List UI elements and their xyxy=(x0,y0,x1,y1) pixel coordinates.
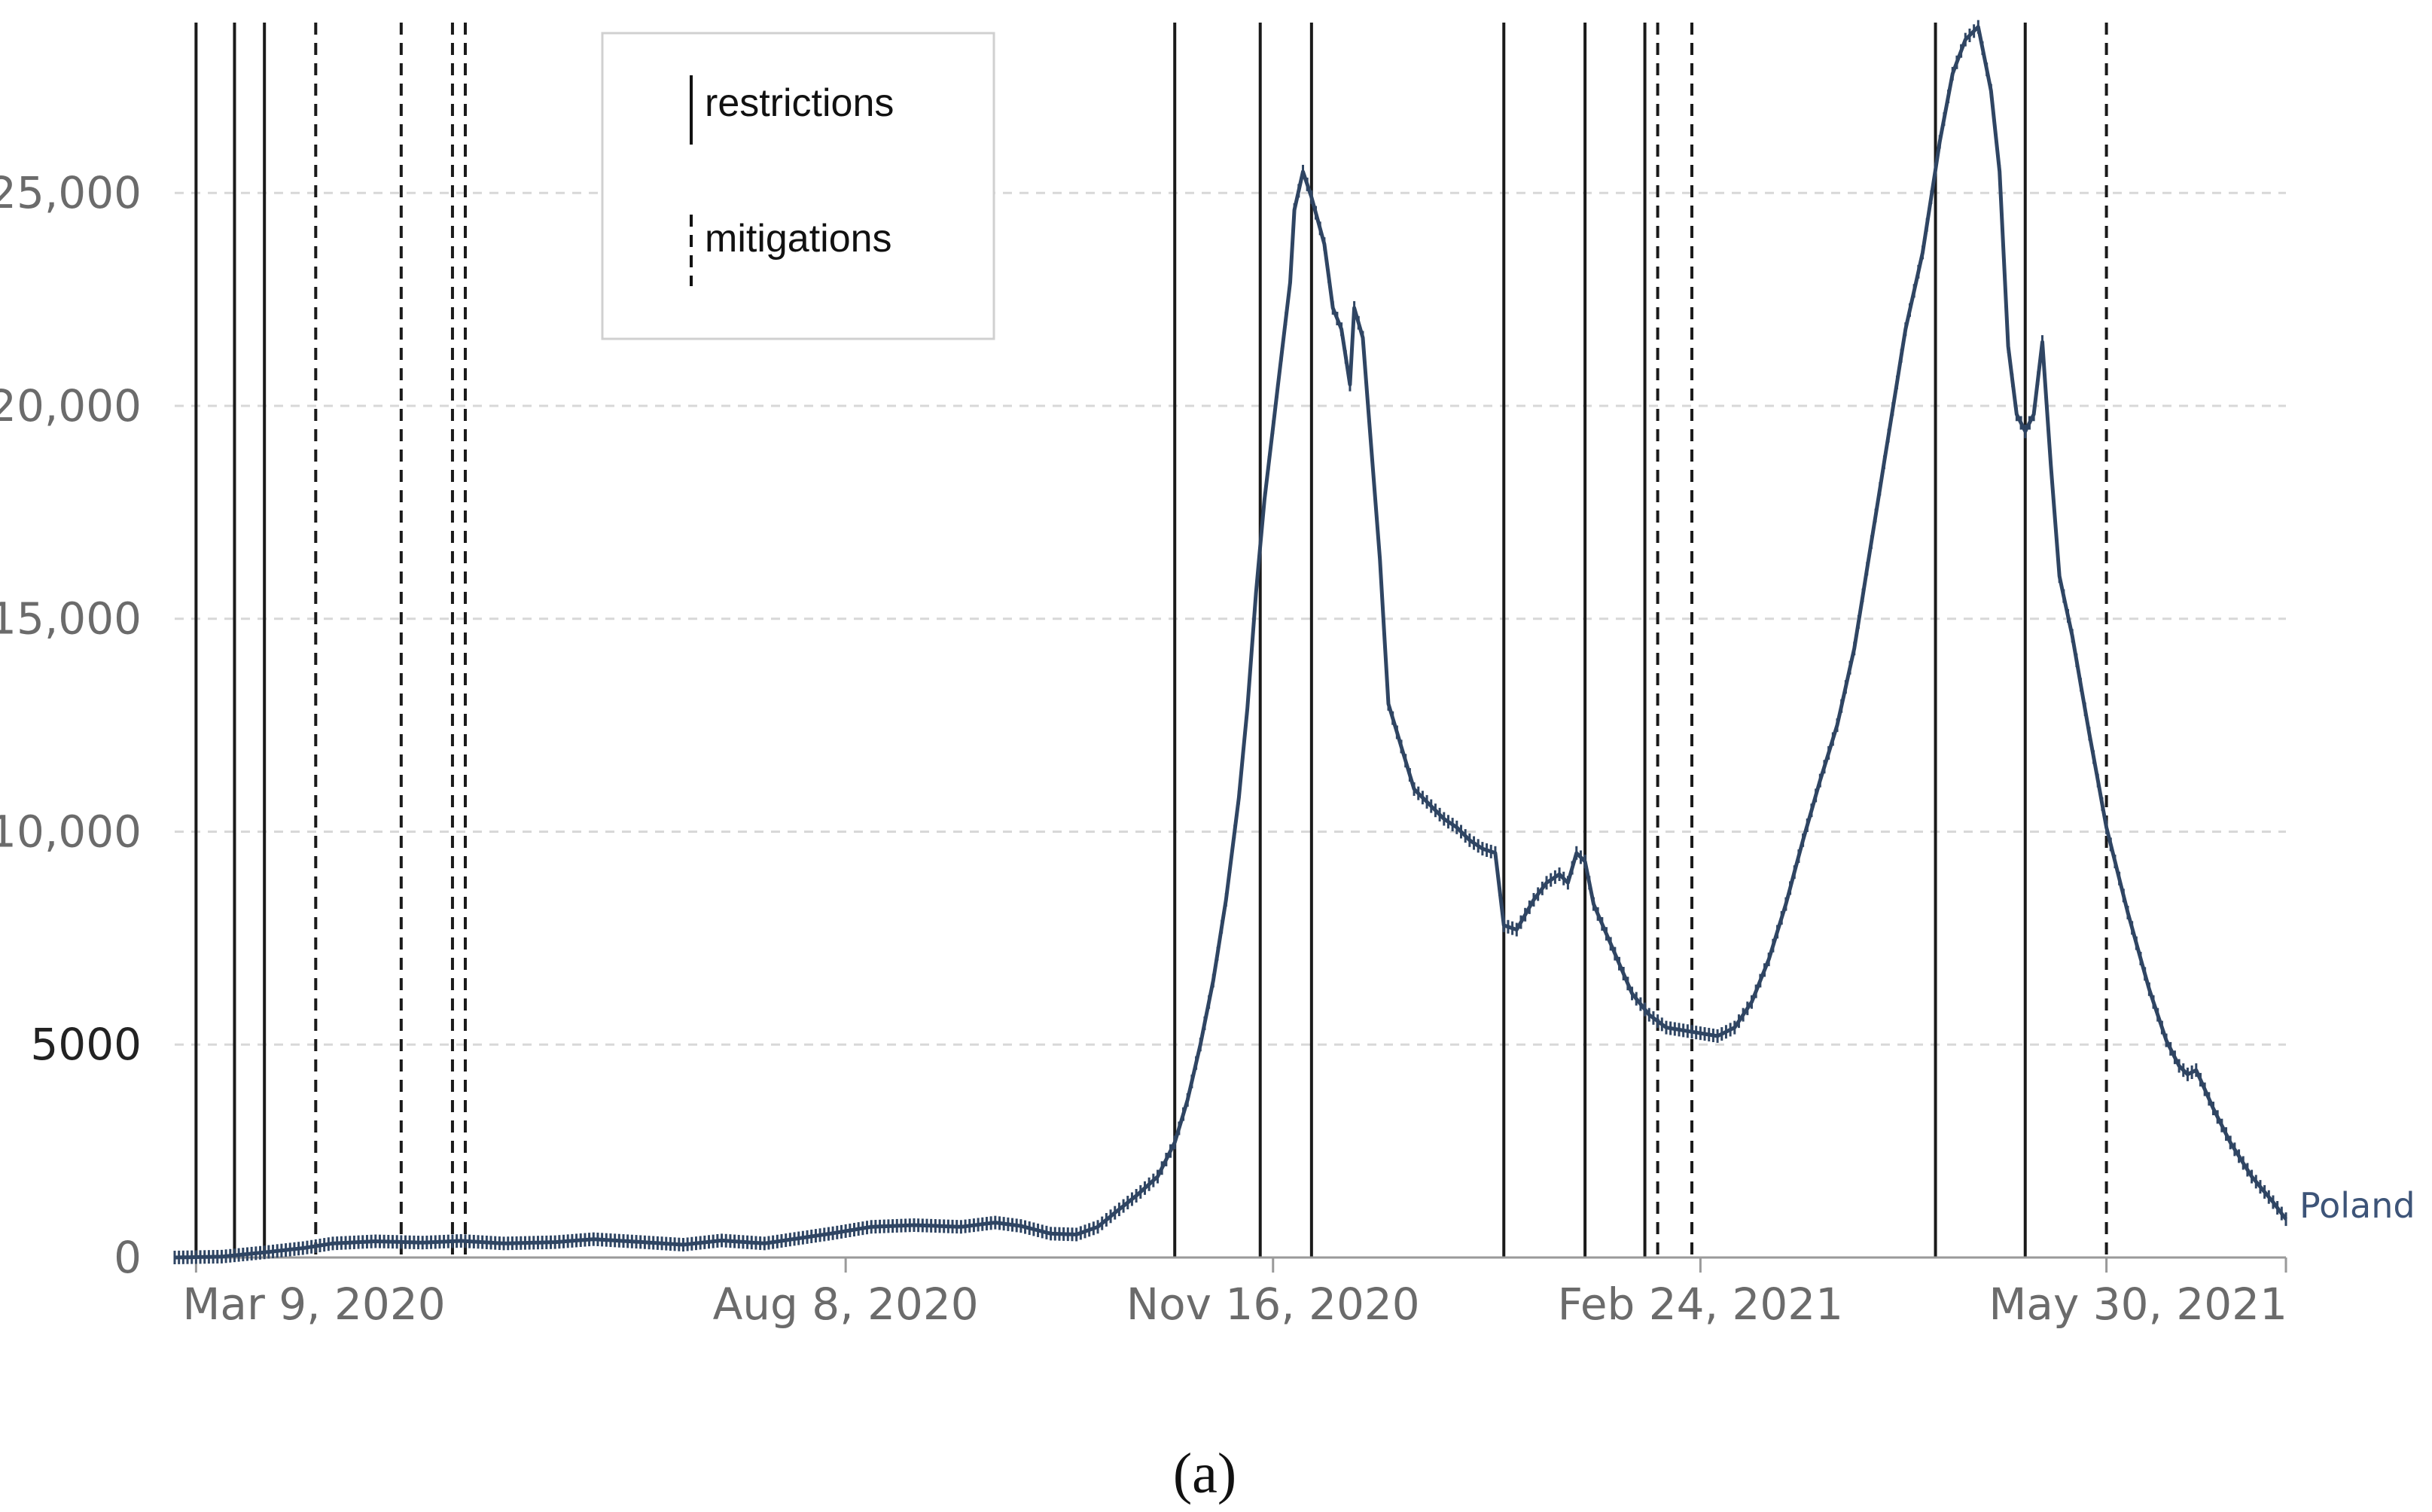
legend-restrictions-label: restrictions xyxy=(705,81,894,125)
y-tick-label: 10,000 xyxy=(0,806,142,857)
x-tick-label: May 30, 2021 xyxy=(1989,1279,2287,1330)
tick-labels: 0 5000 10,000 15,000 20,000 25,000 Mar 9, 2020… xyxy=(0,167,2415,1330)
legend: restrictions mitigations xyxy=(601,32,995,340)
y-tick-label: 15,000 xyxy=(0,593,142,645)
y-tick-label: 0 xyxy=(114,1232,142,1283)
y-tick-label: 20,000 xyxy=(0,380,142,431)
series-line-poland xyxy=(174,25,2287,1260)
legend-box xyxy=(601,32,995,340)
gridlines xyxy=(175,191,2286,1046)
event-lines xyxy=(194,23,2108,1257)
x-tick-label: Aug 8, 2020 xyxy=(713,1279,979,1330)
series-markers-poland xyxy=(173,20,2287,1264)
x-tick-label: Mar 9, 2020 xyxy=(182,1279,445,1330)
axes xyxy=(175,1256,2287,1273)
y-tick-label: 25,000 xyxy=(0,167,142,218)
y-tick-label: 5000 xyxy=(30,1019,142,1070)
figure-caption: (a) xyxy=(1173,1442,1236,1505)
x-tick-label: Nov 16, 2020 xyxy=(1126,1279,1420,1330)
legend-mitigations-label: mitigations xyxy=(705,217,892,261)
series-layer xyxy=(173,20,2287,1264)
x-tick-label: Feb 24, 2021 xyxy=(1558,1279,1843,1330)
series-end-label: Poland xyxy=(2299,1185,2415,1226)
